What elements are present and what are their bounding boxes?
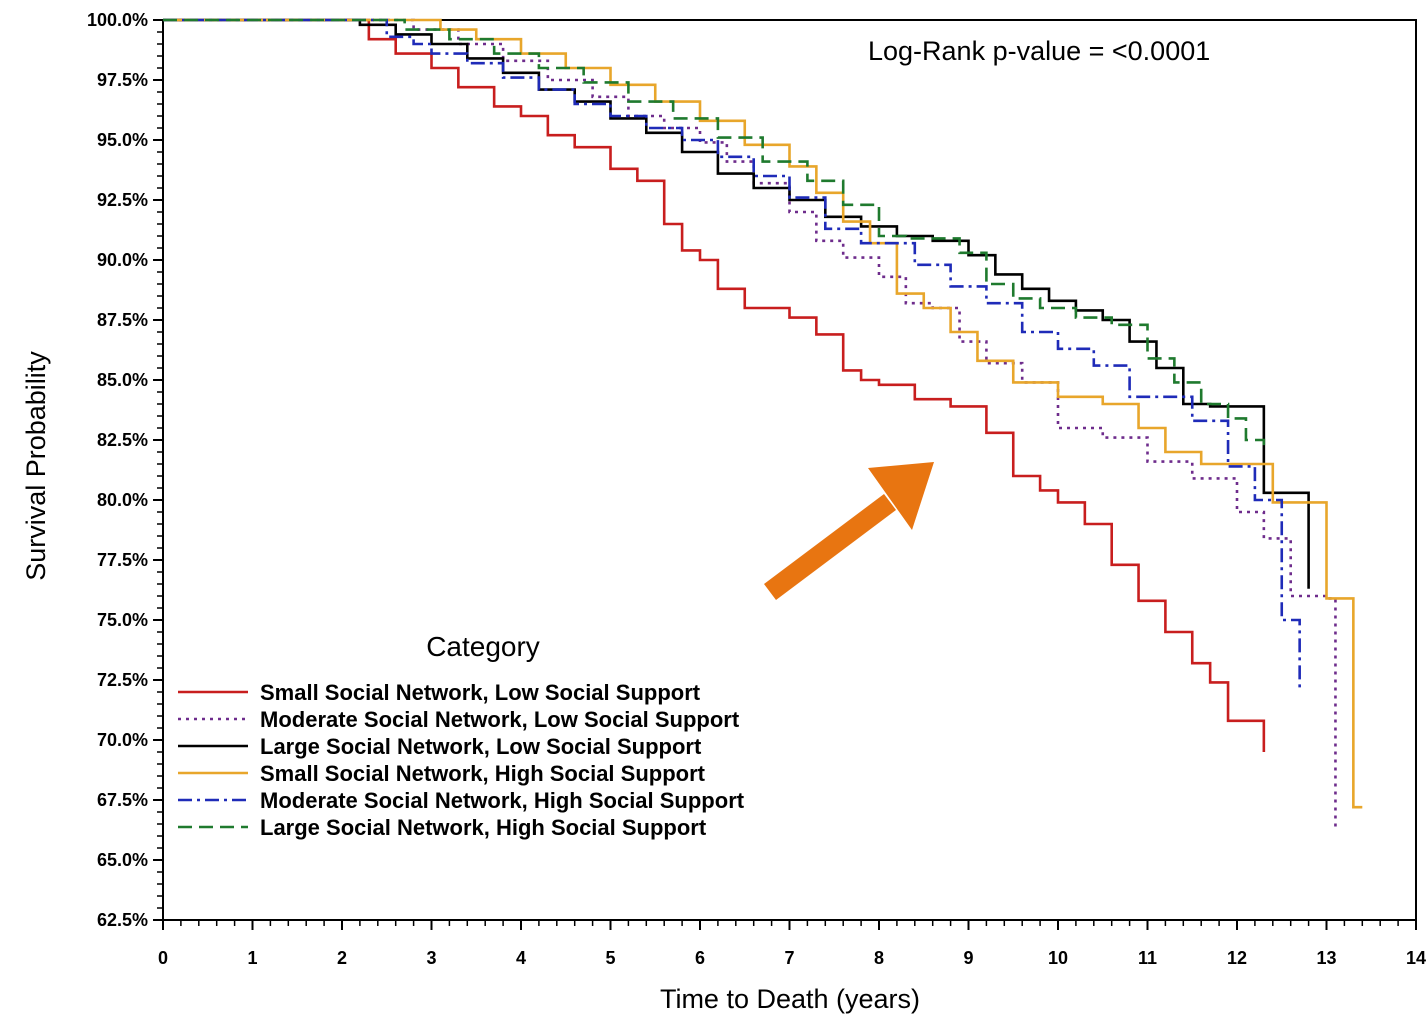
series-line-1 [163,18,1266,752]
series-line-6 [163,18,1266,452]
y-tick-label: 75.0% [97,610,148,630]
x-tick-label: 11 [1138,948,1157,968]
y-tick-label: 87.5% [97,310,148,330]
y-tick-label: 82.5% [97,430,148,450]
y-tick-label: 62.5% [97,910,148,930]
y-axis-label: Survival Probability [21,351,51,581]
x-tick-label: 9 [963,948,973,968]
legend-entry-label: Moderate Social Network, High Social Sup… [260,788,745,813]
series-line-3 [163,18,1310,589]
log-rank-annotation: Log-Rank p-value = <0.0001 [868,36,1210,66]
ticks-layer: 0 1 2 3 4 5 6 7 8 9 10 11 12 13 1462.5%65.0%67.5%70.0%… [87,10,1426,968]
y-tick-label: 92.5% [97,190,148,210]
x-tick-label: 5 [605,948,615,968]
x-tick-label: 10 [1048,948,1068,968]
y-tick-label: 72.5% [97,670,148,690]
legend: Category Small Social Network, Low Socia… [178,631,745,840]
x-tick-label: 12 [1227,948,1247,968]
y-tick-label: 90.0% [97,250,148,270]
x-tick-label: 7 [784,948,794,968]
y-tick-label: 97.5% [97,70,148,90]
y-tick-label: 67.5% [97,790,148,810]
y-tick-label: 70.0% [97,730,148,750]
legend-entry-label: Large Social Network, High Social Suppor… [260,815,707,840]
legend-entry-label: Small Social Network, Low Social Support [260,680,701,705]
y-tick-label: 95.0% [97,130,148,150]
x-tick-label: 3 [426,948,436,968]
series-line-5 [163,18,1301,690]
y-tick-label: 77.5% [97,550,148,570]
y-tick-label: 85.0% [97,370,148,390]
x-axis-label: Time to Death (years) [660,984,920,1014]
x-tick-label: 0 [158,948,168,968]
y-tick-label: 100.0% [87,10,148,30]
x-tick-label: 14 [1406,948,1426,968]
series-line-4 [163,18,1363,809]
x-tick-label: 4 [516,948,526,968]
y-tick-label: 80.0% [97,490,148,510]
x-tick-label: 6 [695,948,705,968]
x-tick-label: 13 [1316,948,1336,968]
highlight-arrow [764,462,934,600]
x-tick-label: 8 [874,948,884,968]
series-layer [163,18,1363,829]
arrow-head [868,462,934,530]
x-tick-label: 2 [337,948,347,968]
legend-entry-label: Small Social Network, High Social Suppor… [260,761,706,786]
y-tick-label: 65.0% [97,850,148,870]
x-tick-label: 1 [247,948,257,968]
legend-entry-label: Moderate Social Network, Low Social Supp… [260,707,740,732]
legend-entry-label: Large Social Network, Low Social Support [260,734,702,759]
arrow-shaft [764,494,896,600]
legend-title: Category [426,631,540,662]
